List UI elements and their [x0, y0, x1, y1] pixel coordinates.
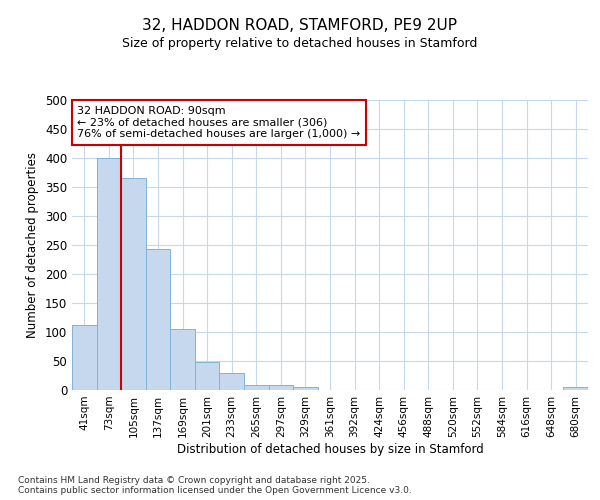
Text: 32, HADDON ROAD, STAMFORD, PE9 2UP: 32, HADDON ROAD, STAMFORD, PE9 2UP: [143, 18, 458, 32]
Y-axis label: Number of detached properties: Number of detached properties: [26, 152, 40, 338]
Bar: [146, 249, 170, 390]
Bar: [220, 372, 244, 390]
Text: Size of property relative to detached houses in Stamford: Size of property relative to detached ho…: [122, 38, 478, 51]
Bar: [563, 387, 588, 390]
Bar: [244, 386, 269, 390]
Bar: [170, 329, 195, 390]
Bar: [195, 362, 220, 390]
Bar: [121, 178, 146, 390]
X-axis label: Distribution of detached houses by size in Stamford: Distribution of detached houses by size …: [176, 442, 484, 456]
Bar: [97, 158, 121, 390]
Bar: [293, 387, 318, 390]
Bar: [72, 325, 97, 390]
Text: Contains HM Land Registry data © Crown copyright and database right 2025.
Contai: Contains HM Land Registry data © Crown c…: [18, 476, 412, 495]
Text: 32 HADDON ROAD: 90sqm
← 23% of detached houses are smaller (306)
76% of semi-det: 32 HADDON ROAD: 90sqm ← 23% of detached …: [77, 106, 361, 139]
Bar: [269, 386, 293, 390]
